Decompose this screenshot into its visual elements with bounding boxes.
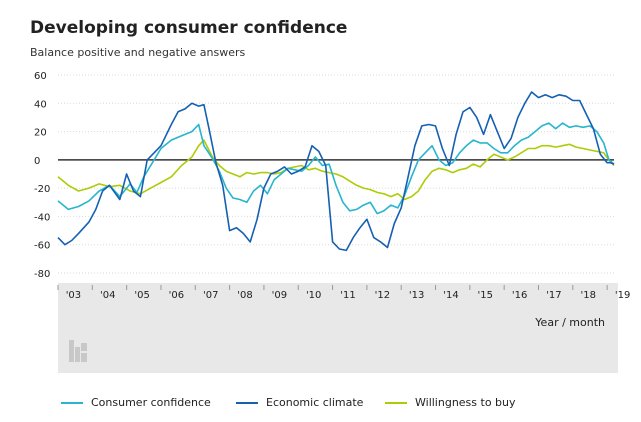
x-tick-label: '14 <box>443 290 458 301</box>
legend-label: Willingness to buy <box>415 396 516 409</box>
legend: Consumer confidence Economic climate Wil… <box>0 396 641 412</box>
x-tick-label: '09 <box>272 290 287 301</box>
series-economic-climate <box>57 91 615 252</box>
x-tick-label: '03 <box>66 290 81 301</box>
legend-label: Economic climate <box>266 396 364 409</box>
x-tick-label: '11 <box>340 290 355 301</box>
legend-item-economic-climate: Economic climate <box>236 396 363 409</box>
legend-swatch <box>61 401 83 404</box>
legend-swatch <box>236 401 258 404</box>
y-tick-label: -60 <box>34 241 50 252</box>
legend-item-consumer-confidence: Consumer confidence <box>61 396 211 409</box>
legend-item-willingness-to-buy: Willingness to buy <box>385 396 516 409</box>
x-tick-label: '19 <box>615 290 630 301</box>
legend-swatch <box>385 401 407 404</box>
x-tick-label: '07 <box>203 290 218 301</box>
x-tick-label: '05 <box>134 290 149 301</box>
x-tick-label: '15 <box>478 290 493 301</box>
x-tick-label: '10 <box>306 290 321 301</box>
x-axis-ticks: '03 '04 '05 '06 '07 '08 '09 '10 '11 '12 '13 '14 '15 '… <box>57 285 630 301</box>
y-tick-label: -40 <box>34 212 50 223</box>
chart-title: Developing consumer confidence <box>30 18 348 38</box>
x-tick-label: '06 <box>169 290 184 301</box>
series-willingness-to-buy <box>57 139 615 201</box>
x-tick-label: '04 <box>100 290 115 301</box>
legend-label: Consumer confidence <box>91 396 211 409</box>
y-tick-label: 0 <box>34 156 40 167</box>
chart-subtitle: Balance positive and negative answers <box>30 46 246 59</box>
x-tick-label: '16 <box>512 290 527 301</box>
x-tick-label: '12 <box>375 290 390 301</box>
y-axis-ticks: 60 40 20 0 -20 -40 -60 -80 <box>34 71 50 280</box>
x-tick-label: '13 <box>409 290 424 301</box>
y-tick-label: 40 <box>34 99 47 110</box>
x-tick-label: '17 <box>546 290 561 301</box>
series-consumer-confidence <box>57 122 615 215</box>
y-tick-label: -20 <box>34 184 50 195</box>
cbs-logo-icon <box>69 340 87 362</box>
y-tick-label: -80 <box>34 269 50 280</box>
y-tick-label: 60 <box>34 71 47 82</box>
plot-band <box>58 283 618 373</box>
y-tick-label: 20 <box>34 128 47 139</box>
x-axis-unit: Year / month <box>535 316 605 329</box>
x-tick-label: '08 <box>237 290 252 301</box>
x-tick-label: '18 <box>581 290 596 301</box>
series-lines <box>57 91 615 252</box>
